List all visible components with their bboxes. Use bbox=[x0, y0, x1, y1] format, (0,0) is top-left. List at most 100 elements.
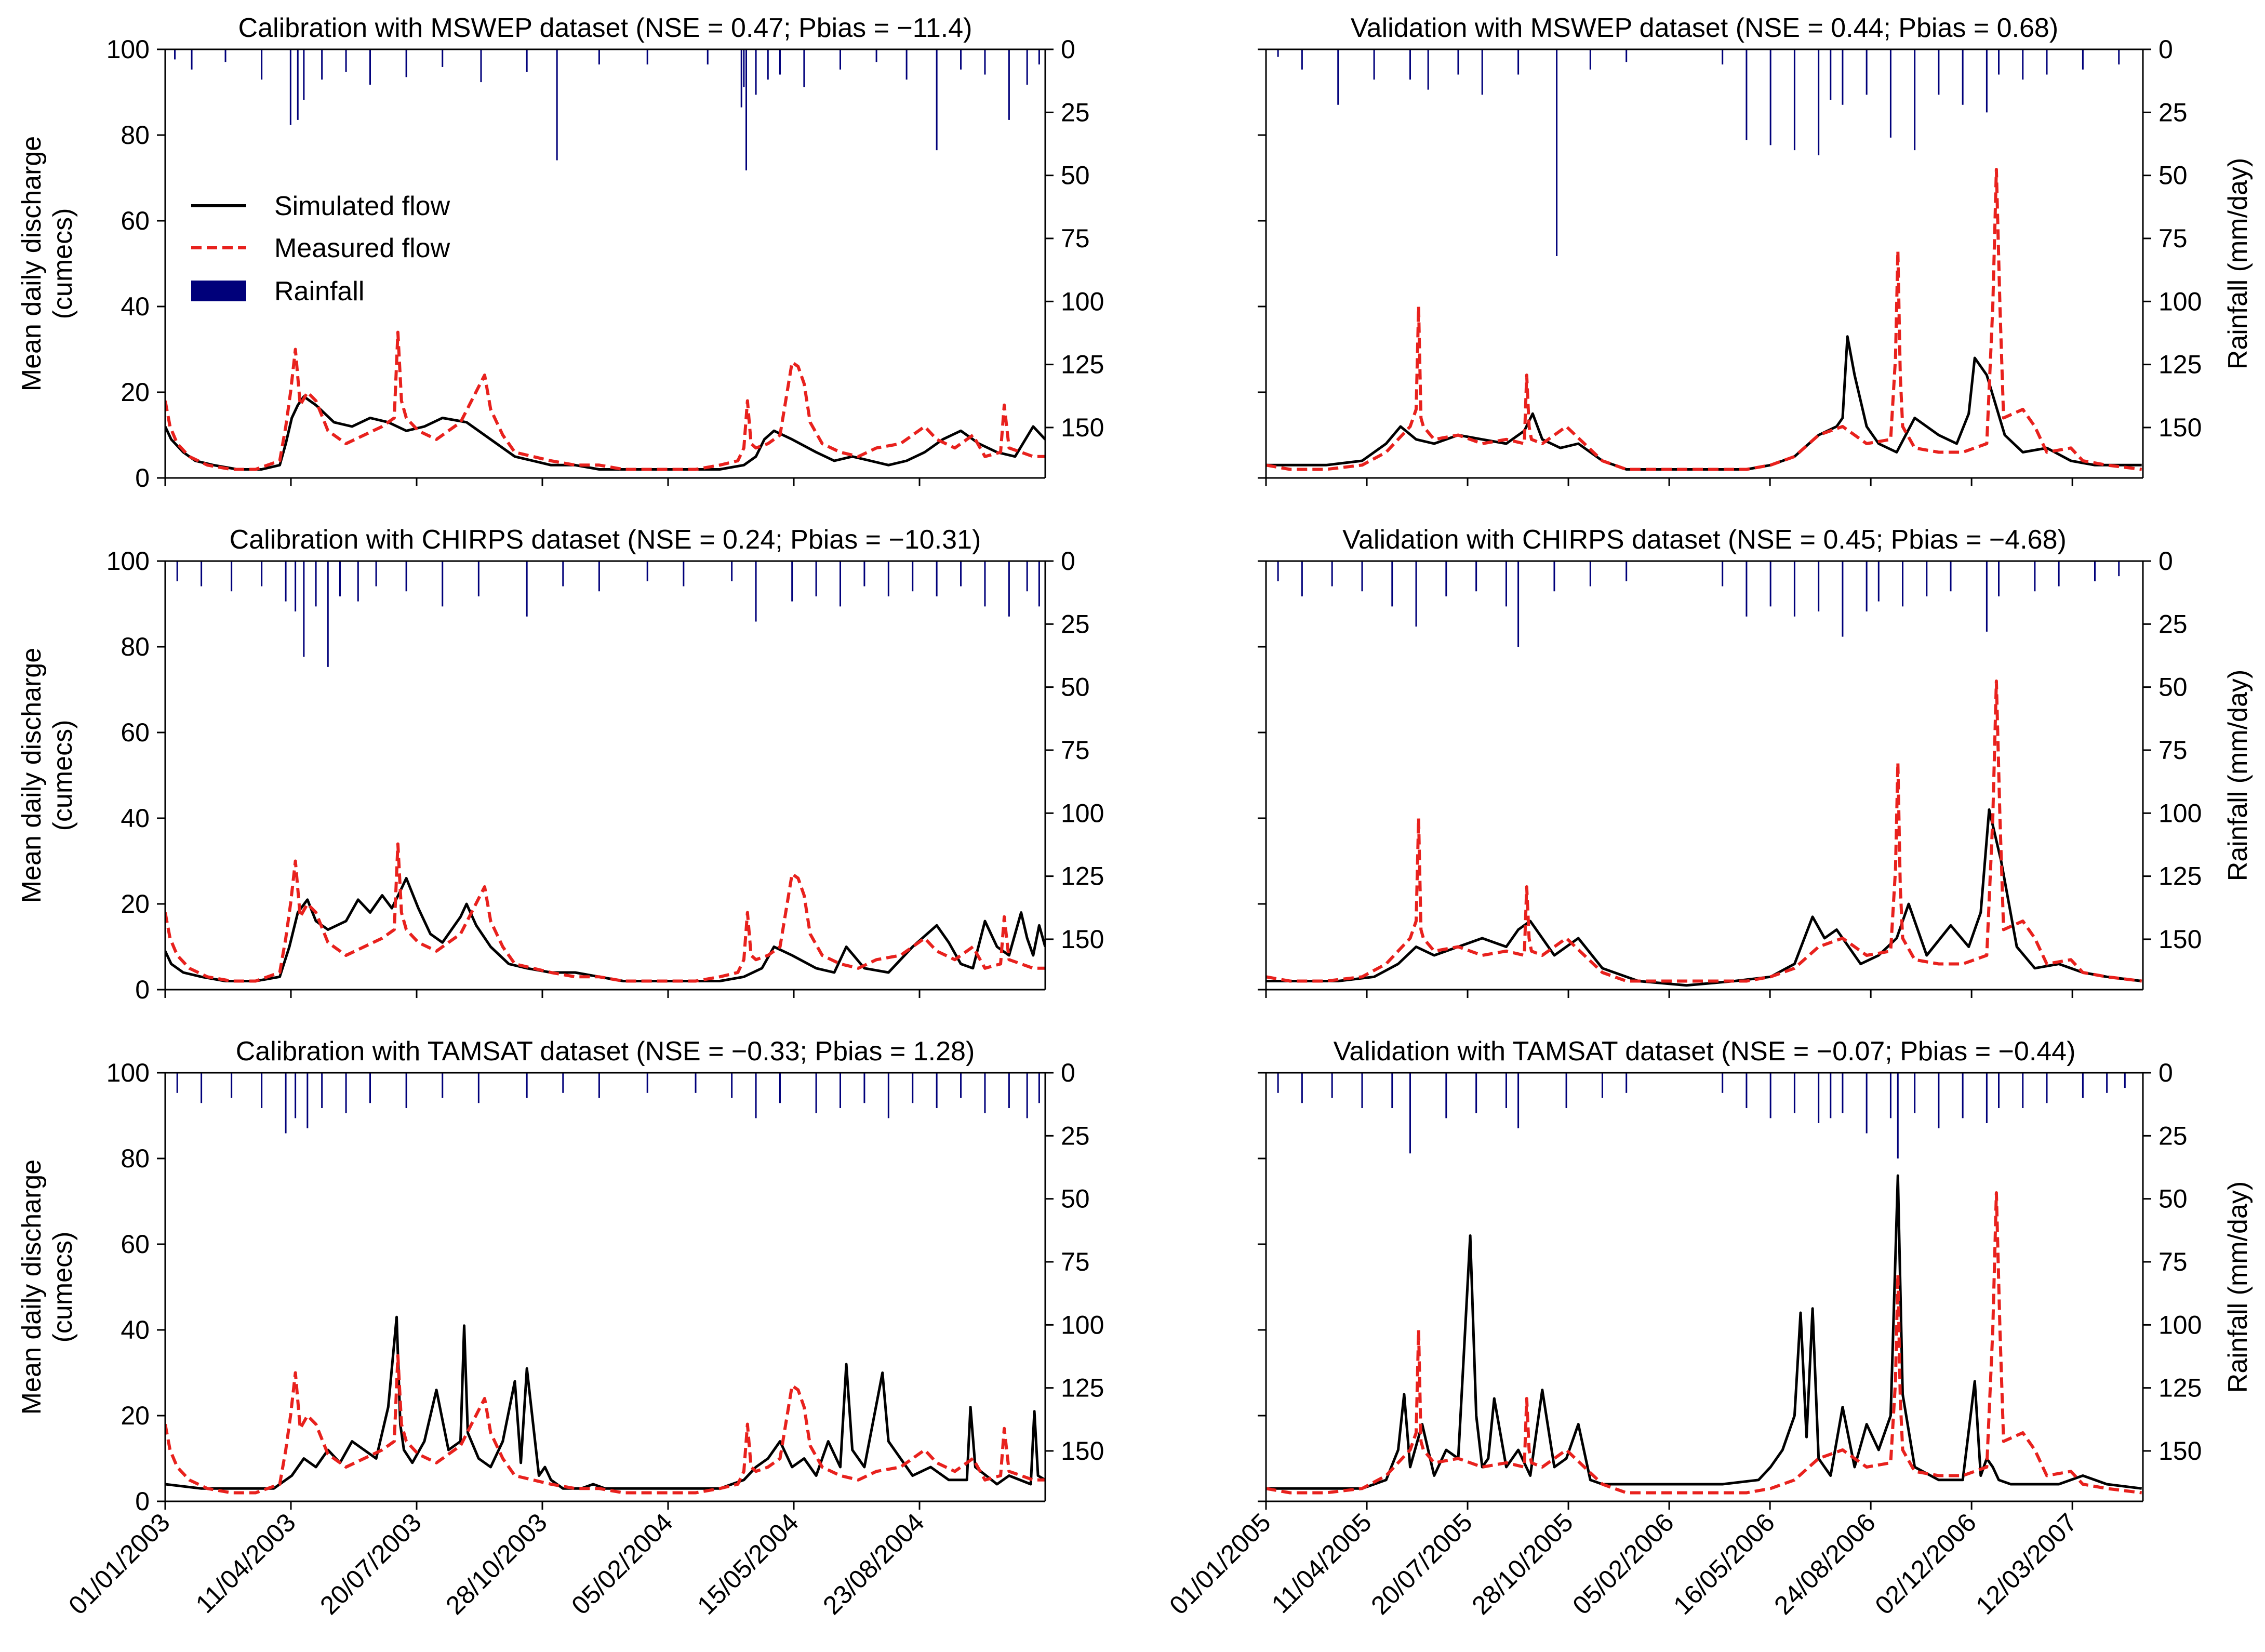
simulated-flow-line bbox=[1266, 1174, 2142, 1490]
y2-tick-label: 125 bbox=[2159, 350, 2202, 379]
legend: Simulated flow Measured flow Rainfall bbox=[191, 191, 450, 307]
panel-title: Calibration with TAMSAT dataset (NSE = −… bbox=[236, 1036, 975, 1067]
measured-flow-line bbox=[165, 1354, 1045, 1495]
y2-tick-label: 50 bbox=[2159, 1184, 2188, 1214]
y2-tick-label: 100 bbox=[2159, 798, 2202, 828]
y-tick-label: 20 bbox=[121, 378, 150, 407]
y2-tick-label: 75 bbox=[2159, 1247, 2188, 1276]
y2-tick-label: 100 bbox=[1061, 1310, 1104, 1339]
y2-tick-label: 150 bbox=[1061, 413, 1104, 442]
y-axis-title-line2: (cumecs) bbox=[48, 208, 78, 319]
y-tick-label: 20 bbox=[121, 1401, 150, 1430]
y-axis-title-line1: Mean daily discharge bbox=[17, 648, 47, 903]
y-tick-label: 100 bbox=[106, 35, 150, 64]
y-tick-label: 40 bbox=[121, 292, 150, 321]
y-tick-label: 80 bbox=[121, 632, 150, 661]
x-tick-label: 05/02/2004 bbox=[566, 1508, 678, 1620]
y-tick-label: 40 bbox=[121, 804, 150, 833]
measured-flow-line bbox=[1266, 168, 2142, 471]
y2-tick-label: 75 bbox=[1061, 736, 1090, 765]
y2-tick-label: 150 bbox=[1061, 925, 1104, 954]
y2-tick-label: 25 bbox=[1061, 98, 1090, 127]
y2-tick-label: 100 bbox=[2159, 287, 2202, 316]
x-tick-label: 20/07/2005 bbox=[1365, 1508, 1478, 1620]
y2-tick-label: 25 bbox=[2159, 98, 2188, 127]
x-tick-label: 28/10/2005 bbox=[1466, 1508, 1579, 1620]
panel-title: Validation with MSWEP dataset (NSE = 0.4… bbox=[1351, 13, 2058, 43]
chart-panel-5: 0 20 40 60 80 100 0 25 50 75 100 125 150 01/01/2003 11… bbox=[17, 1036, 1104, 1620]
y2-tick-label: 150 bbox=[2159, 925, 2202, 954]
y2-tick-label: 50 bbox=[1061, 161, 1090, 190]
y2-tick-label: 150 bbox=[1061, 1436, 1104, 1466]
y2-tick-label: 0 bbox=[2159, 547, 2173, 576]
y2-tick-label: 150 bbox=[2159, 413, 2202, 442]
legend-rainfall-swatch bbox=[191, 281, 246, 301]
y-tick-label: 100 bbox=[106, 1058, 150, 1087]
y-tick-label: 0 bbox=[135, 975, 150, 1004]
y-tick-label: 60 bbox=[121, 1230, 150, 1259]
y-tick-label: 100 bbox=[106, 547, 150, 576]
rainfall-bars bbox=[176, 1073, 1040, 1134]
panel-title: Validation with TAMSAT dataset (NSE = −0… bbox=[1334, 1036, 2076, 1067]
y2-tick-label: 75 bbox=[1061, 1247, 1090, 1276]
panel-title: Calibration with CHIRPS dataset (NSE = 0… bbox=[230, 525, 981, 555]
y-tick-label: 20 bbox=[121, 889, 150, 918]
measured-flow-line bbox=[165, 330, 1045, 471]
x-tick-label: 05/02/2006 bbox=[1567, 1508, 1680, 1620]
simulated-flow-line bbox=[165, 395, 1045, 471]
y2-tick-label: 100 bbox=[1061, 287, 1104, 316]
x-tick-label: 11/04/2003 bbox=[190, 1508, 301, 1619]
x-tick-label: 01/01/2003 bbox=[63, 1508, 176, 1620]
y-tick-label: 60 bbox=[121, 718, 150, 747]
measured-flow-line bbox=[1266, 680, 2142, 983]
y2-tick-label: 25 bbox=[2159, 609, 2188, 638]
y-tick-label: 40 bbox=[121, 1315, 150, 1344]
x-tick-label: 11/04/2005 bbox=[1266, 1508, 1377, 1619]
x-tick-label: 28/10/2003 bbox=[440, 1508, 553, 1620]
y2-tick-label: 125 bbox=[1061, 1374, 1104, 1403]
y-tick-label: 0 bbox=[135, 463, 150, 492]
y2-tick-label: 50 bbox=[1061, 673, 1090, 702]
y2-tick-label: 100 bbox=[1061, 798, 1104, 828]
y2-tick-label: 25 bbox=[1061, 1121, 1090, 1150]
x-tick-label: 12/03/2007 bbox=[1970, 1508, 2083, 1620]
y2-tick-label: 100 bbox=[2159, 1310, 2202, 1339]
chart-panel-3: 0 20 40 60 80 100 0 25 50 75 100 125 150 Calibration … bbox=[17, 525, 1104, 1004]
y2-tick-label: 125 bbox=[1061, 350, 1104, 379]
y2-tick-label: 125 bbox=[1061, 862, 1104, 891]
x-tick-label: 02/12/2006 bbox=[1869, 1508, 1982, 1620]
measured-flow-line bbox=[1266, 1191, 2142, 1495]
y2-tick-label: 0 bbox=[1061, 35, 1075, 64]
y2-tick-label: 50 bbox=[2159, 161, 2188, 190]
legend-simulated-label: Simulated flow bbox=[274, 191, 450, 221]
rainfall-bars bbox=[1277, 561, 2120, 647]
rainfall-bars bbox=[176, 561, 1040, 667]
y-axis-title-line1: Mean daily discharge bbox=[17, 1160, 47, 1415]
y2-tick-label: 50 bbox=[1061, 1184, 1090, 1214]
x-tick-label: 20/07/2003 bbox=[314, 1508, 427, 1620]
panel-title: Calibration with MSWEP dataset (NSE = 0.… bbox=[238, 13, 972, 43]
y2-tick-label: 25 bbox=[2159, 1121, 2188, 1150]
chart-panel-2: 0 25 50 75 100 125 150 Validation with MSWEP da… bbox=[1258, 13, 2253, 486]
panel-title: Validation with CHIRPS dataset (NSE = 0.… bbox=[1342, 525, 2067, 555]
y2-tick-label: 0 bbox=[1061, 1058, 1075, 1087]
rainfall-bars bbox=[1277, 1073, 2126, 1158]
y2-tick-label: 50 bbox=[2159, 673, 2188, 702]
y2-tick-label: 0 bbox=[2159, 35, 2173, 64]
y-tick-label: 80 bbox=[121, 1144, 150, 1173]
y2-tick-label: 75 bbox=[2159, 736, 2188, 765]
y-tick-label: 0 bbox=[135, 1487, 150, 1516]
rainfall-bars bbox=[1277, 49, 2120, 256]
y2-axis-title: Rainfall (mm/day) bbox=[2223, 158, 2253, 369]
y-axis-title-line2: (cumecs) bbox=[48, 1232, 78, 1343]
x-tick-label: 16/05/2006 bbox=[1668, 1508, 1780, 1620]
legend-rainfall-label: Rainfall bbox=[274, 276, 364, 307]
legend-measured-label: Measured flow bbox=[274, 233, 450, 263]
simulated-flow-line bbox=[1266, 808, 2142, 987]
chart-panel-1: 0 20 40 60 80 100 0 25 50 75 100 125 150 Calibration … bbox=[17, 13, 1104, 492]
y2-tick-label: 0 bbox=[1061, 547, 1075, 576]
y-axis-title-line2: (cumecs) bbox=[48, 720, 78, 831]
chart-panel-4: 0 25 50 75 100 125 150 Validation with CHIRPS d… bbox=[1258, 525, 2253, 998]
y-tick-label: 80 bbox=[121, 121, 150, 150]
